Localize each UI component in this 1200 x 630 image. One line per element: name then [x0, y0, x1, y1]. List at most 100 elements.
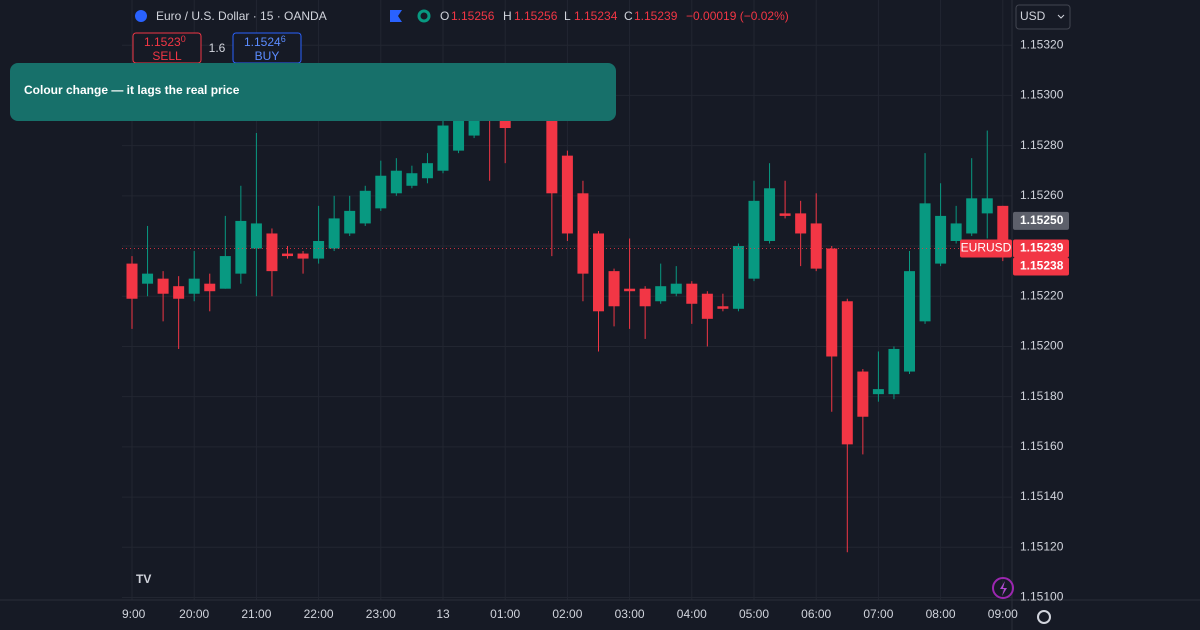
y-tick-label: 1.15140	[1020, 489, 1064, 503]
candle-body	[608, 271, 620, 307]
candle-body	[250, 223, 262, 249]
candle-body	[359, 190, 371, 224]
candle-body	[313, 241, 325, 259]
sell-pip: 0	[181, 34, 186, 44]
x-tick-label: 03:00	[615, 607, 645, 621]
candle-body	[593, 233, 604, 312]
x-tick-label: 04:00	[677, 607, 707, 621]
y-tick-label: 1.15260	[1020, 188, 1064, 202]
x-tick-label: 22:00	[304, 607, 334, 621]
buy-price: 1.15246	[244, 34, 286, 49]
candle-body	[919, 203, 931, 322]
candle-body	[406, 173, 418, 186]
ohlc-key: C	[624, 9, 633, 23]
x-tick-label: 05:00	[739, 607, 769, 621]
candle-body	[950, 223, 962, 242]
candle-body	[344, 210, 356, 234]
price-tag-label: 1.15250	[1020, 213, 1064, 227]
candle-body	[764, 188, 776, 242]
candle-body	[126, 263, 138, 299]
candle-body	[748, 200, 760, 279]
candle-body	[639, 288, 651, 307]
sell-price-main: 1.1523	[144, 35, 181, 49]
candle-body	[561, 155, 573, 234]
symbol-tag-label: EURUSD	[961, 241, 1012, 255]
ohlc-value: 1.15234	[574, 9, 618, 23]
settings-button[interactable]	[1037, 610, 1051, 624]
candle-body	[935, 215, 947, 264]
candle-body	[841, 301, 853, 445]
currency-select[interactable]	[1015, 4, 1071, 30]
x-tick-label: 23:00	[366, 607, 396, 621]
candle-body	[966, 198, 978, 234]
candle-body	[872, 389, 884, 395]
currency: USD	[1020, 9, 1046, 23]
candle-body	[375, 175, 387, 209]
logo[interactable]: TV	[136, 572, 151, 586]
flag-icon[interactable]	[390, 10, 402, 22]
x-tick-label: 09:00	[988, 607, 1018, 621]
candle-body	[297, 253, 309, 259]
candle-body	[157, 278, 169, 294]
ohlc-key: H	[503, 9, 512, 23]
candle-body	[546, 115, 558, 194]
x-tick-label: 21:00	[241, 607, 271, 621]
x-tick-label: 07:00	[863, 607, 893, 621]
candle-body	[701, 293, 713, 319]
y-tick-label: 1.15120	[1020, 539, 1064, 553]
candle-body	[686, 283, 698, 304]
ohlc-key: L	[564, 9, 571, 23]
change: −0.00019 (−0.02%)	[686, 9, 789, 23]
candle-body	[857, 371, 869, 417]
x-tick-label: 01:00	[490, 607, 520, 621]
candle-body	[888, 348, 900, 395]
candle-body	[577, 193, 589, 274]
sell-label: SELL	[152, 49, 182, 63]
candle-body	[421, 163, 433, 179]
y-tick-label: 1.15320	[1020, 37, 1064, 51]
y-tick-label: 1.15100	[1020, 590, 1064, 604]
candle-body	[173, 286, 185, 299]
sell-price: 1.15230	[144, 34, 186, 49]
candle-body	[328, 218, 340, 249]
candle-body	[997, 205, 1009, 249]
candle-body	[655, 286, 667, 302]
candle-body	[795, 213, 807, 234]
price-tag-label: 1.15238	[1020, 259, 1064, 273]
ohlc-key: O	[440, 9, 449, 23]
symbol-title: Euro / U.S. Dollar · 15 · OANDA	[156, 9, 327, 23]
candle-body	[142, 273, 154, 284]
candle-body	[188, 278, 200, 294]
candle-body	[235, 220, 247, 274]
candle-body	[266, 233, 278, 272]
y-tick-label: 1.15180	[1020, 389, 1064, 403]
ohlc-value: 1.15256	[451, 9, 495, 23]
candle-body	[779, 213, 791, 216]
ohlc-value: 1.15239	[634, 9, 678, 23]
banner	[10, 63, 616, 121]
ohlc: O 1.15256 H 1.15256 L 1.15234 C 1.15239 …	[440, 9, 789, 23]
candle-body	[717, 306, 729, 309]
candle-body	[282, 253, 293, 257]
dropdown-arrow	[1057, 14, 1065, 19]
candle-body	[981, 198, 993, 214]
buy-label: BUY	[255, 49, 280, 63]
candle-body	[624, 288, 636, 292]
candle-body	[826, 248, 838, 357]
candle-body	[204, 283, 216, 292]
spread: 1.6	[209, 41, 226, 55]
x-tick-label: 08:00	[926, 607, 956, 621]
y-tick-label: 1.15280	[1020, 138, 1064, 152]
market-status	[417, 9, 431, 23]
buy-pip: 6	[281, 34, 286, 44]
price-tag	[1013, 257, 1069, 276]
y-tick-label: 1.15300	[1020, 88, 1064, 102]
candle-body	[390, 170, 402, 194]
x-tick-label: 9:00	[122, 607, 146, 621]
price-tag	[1013, 239, 1069, 258]
price-tag	[1013, 211, 1069, 230]
candles	[122, 85, 1012, 553]
candle-body	[453, 110, 465, 151]
lightning-button[interactable]	[992, 577, 1014, 599]
